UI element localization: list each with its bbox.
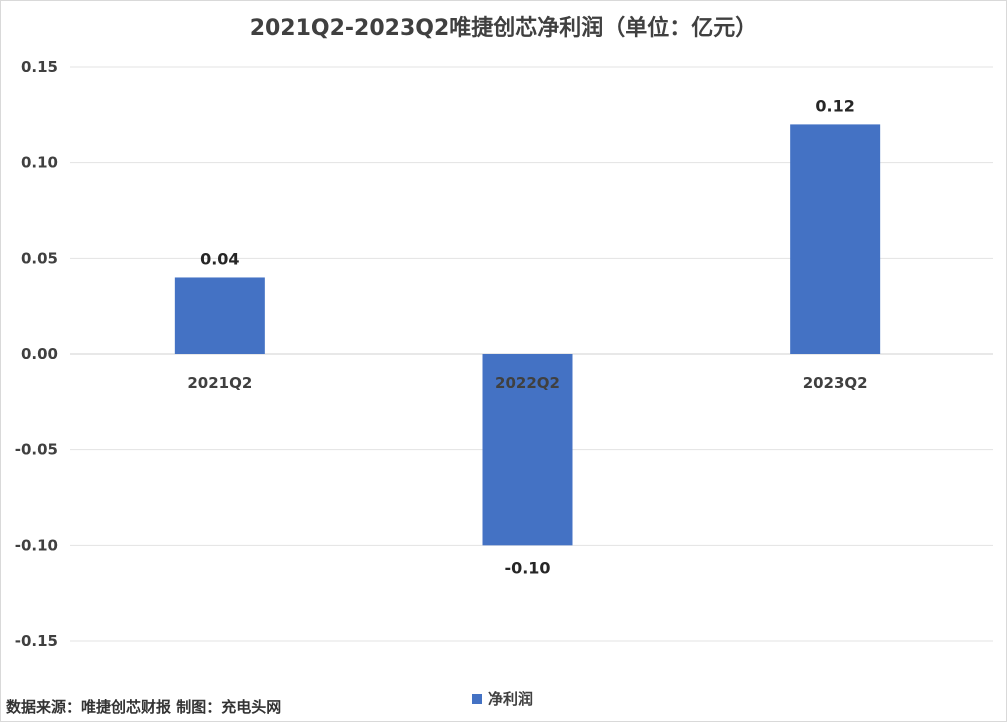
- x-category-label: 2021Q2: [187, 374, 252, 392]
- chart-title: 2021Q2-2023Q2唯捷创芯净利润（单位：亿元）: [249, 16, 758, 41]
- bar: [174, 277, 265, 354]
- y-tick-label: 0.05: [21, 249, 58, 267]
- x-category-label: 2022Q2: [495, 374, 560, 392]
- bar: [482, 354, 573, 546]
- data-label: -0.10: [504, 558, 550, 577]
- y-tick-label: 0.15: [21, 58, 58, 76]
- y-tick-label: -0.10: [15, 536, 58, 554]
- legend: 净利润: [472, 688, 533, 709]
- bar: [790, 124, 881, 355]
- legend-label: 净利润: [488, 690, 534, 708]
- data-label: 0.04: [200, 249, 239, 268]
- data-label: 0.12: [815, 96, 854, 115]
- y-tick-label: 0.10: [21, 154, 58, 172]
- x-category-label: 2023Q2: [803, 374, 868, 392]
- y-tick-label: -0.05: [15, 441, 58, 459]
- y-tick-label: 0.00: [21, 345, 58, 363]
- y-tick-label: -0.15: [15, 632, 58, 650]
- legend-swatch: [472, 693, 482, 704]
- source-note: 数据来源：唯捷创芯财报 制图：充电头网: [6, 698, 282, 716]
